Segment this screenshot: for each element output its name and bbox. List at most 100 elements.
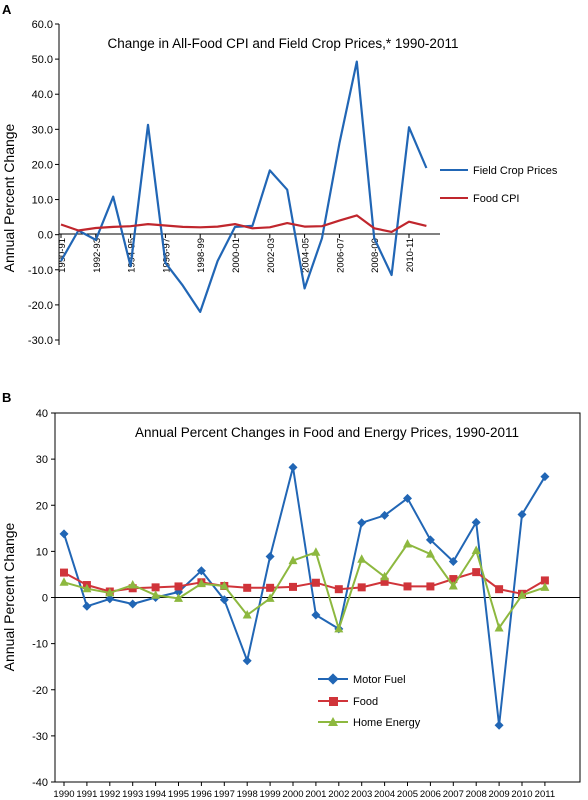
series-line-motor-fuel: [64, 467, 545, 725]
y-tick-label: 0: [42, 593, 48, 605]
x-tick-label: 2005: [397, 789, 418, 800]
data-point-food: [312, 579, 320, 587]
data-point-motor-fuel: [243, 656, 252, 665]
data-point-food: [426, 582, 434, 590]
y-tick-label: 0.0: [38, 230, 53, 242]
data-point-food: [404, 582, 412, 590]
data-point-home-energy: [60, 577, 69, 586]
data-point-food: [175, 582, 183, 590]
x-tick-label: 1998: [237, 789, 258, 800]
data-point-home-energy: [357, 554, 366, 563]
y-tick-label: -30.0: [28, 335, 53, 347]
chart-b-y-ticks: 40 30 20 10 0 -10 -20 -30 -40: [32, 408, 580, 789]
data-point-motor-fuel: [289, 463, 298, 472]
chart-b-series: [60, 463, 550, 730]
chart-a: A Change in All-Food CPI and Field Crop …: [1, 2, 558, 347]
chart-a-title: Change in All-Food CPI and Field Crop Pr…: [108, 36, 459, 51]
x-tick-label: 1993: [122, 789, 143, 800]
panel-b-label: B: [2, 390, 11, 405]
data-point-food: [60, 569, 68, 577]
data-point-motor-fuel: [266, 552, 275, 561]
x-tick-label: 2010-11: [405, 238, 416, 272]
x-tick-label: 2004-05: [301, 238, 312, 273]
data-point-motor-fuel: [357, 518, 366, 527]
data-point-motor-fuel: [311, 611, 320, 620]
y-tick-label: -10: [32, 639, 48, 651]
y-tick-label: -30: [32, 731, 48, 743]
y-tick-label: -20: [32, 685, 48, 697]
data-point-motor-fuel: [540, 472, 549, 481]
legend-label-food-cpi: Food CPI: [473, 193, 519, 205]
y-tick-label: 10: [36, 546, 48, 558]
legend-marker-motor-fuel: [327, 673, 338, 684]
series-line-field-crop-prices: [61, 62, 426, 312]
y-tick-label: 50.0: [32, 54, 53, 66]
x-tick-label: 1995: [168, 789, 189, 800]
y-tick-label: -20.0: [28, 300, 53, 312]
panel-a-label: A: [2, 2, 12, 17]
data-point-home-energy: [311, 547, 320, 556]
data-point-food: [243, 584, 251, 592]
y-tick-label: 40.0: [32, 89, 53, 101]
x-tick-label: 2000: [282, 789, 303, 800]
x-tick-label: 2000-01: [231, 238, 242, 273]
chart-a-legend: Field Crop Prices Food CPI: [440, 165, 558, 205]
x-tick-label: 1999: [260, 789, 281, 800]
y-tick-label: -40: [32, 777, 48, 789]
data-point-motor-fuel: [82, 602, 91, 611]
x-tick-label: 1992: [99, 789, 120, 800]
x-tick-label: 2001: [305, 789, 326, 800]
chart-b-x-ticks: 1990 1991 1992 1993 1994 1995 1996 1997 1998 1999…: [53, 782, 555, 800]
x-tick-label: 1996: [191, 789, 212, 800]
y-tick-label: 20: [36, 500, 48, 512]
chart-b-y-axis-label: Annual Percent Change: [1, 522, 17, 671]
legend-label-food: Food: [353, 696, 378, 708]
x-tick-label: 1994: [145, 789, 166, 800]
x-tick-label: 2002: [328, 789, 349, 800]
data-point-motor-fuel: [128, 599, 137, 608]
x-tick-label: 2002-03: [266, 238, 277, 273]
y-tick-label: -10.0: [28, 265, 53, 277]
x-tick-label: 2006: [420, 789, 441, 800]
chart-a-x-ticks: 1990-91 1992-93 1994-95 1996-97 1998-99 2000-…: [57, 234, 416, 273]
data-point-food: [335, 585, 343, 593]
x-tick-label: 2006-07: [335, 238, 346, 273]
x-tick-label: 1990-91: [57, 238, 68, 273]
x-tick-label: 2010: [511, 789, 532, 800]
x-tick-label: 2009: [489, 789, 510, 800]
chart-b-title: Annual Percent Changes in Food and Energ…: [135, 425, 519, 440]
data-point-food: [266, 584, 274, 592]
y-tick-label: 20.0: [32, 159, 53, 171]
legend-marker-food: [329, 697, 338, 706]
chart-b: B Annual Percent Changes in Food and Ene…: [1, 390, 580, 800]
y-tick-label: 30: [36, 454, 48, 466]
chart-a-series: [61, 62, 426, 312]
y-tick-label: 40: [36, 408, 48, 420]
data-point-food: [289, 583, 297, 591]
legend-label-motor-fuel: Motor Fuel: [353, 674, 406, 686]
series-line-home-energy: [64, 544, 545, 629]
data-point-food: [495, 585, 503, 593]
data-point-home-energy: [403, 539, 412, 548]
legend-label-home-energy: Home Energy: [353, 717, 421, 729]
x-tick-label: 1992-93: [92, 238, 103, 273]
data-point-food: [152, 583, 160, 591]
x-tick-label: 2011: [535, 789, 555, 800]
y-tick-label: 30.0: [32, 124, 53, 136]
x-tick-label: 2007: [443, 789, 464, 800]
x-tick-label: 2003: [351, 789, 372, 800]
x-tick-label: 1991: [76, 789, 97, 800]
x-tick-label: 2004: [374, 789, 395, 800]
x-tick-label: 2008: [466, 789, 487, 800]
y-tick-label: 10.0: [32, 195, 53, 207]
chart-a-y-ticks: 60.0 50.0 40.0 30.0 20.0 10.0 0.0 -10.0 -20.0 -30…: [28, 19, 59, 347]
x-tick-label: 1998-99: [196, 238, 207, 273]
x-tick-label: 1990: [53, 789, 74, 800]
legend-label-field-crop-prices: Field Crop Prices: [473, 165, 558, 177]
y-tick-label: 60.0: [32, 19, 53, 31]
x-tick-label: 1997: [214, 789, 235, 800]
chart-a-y-axis-label: Annual Percent Change: [1, 123, 17, 272]
data-point-food: [472, 568, 480, 576]
data-point-motor-fuel: [518, 510, 527, 519]
